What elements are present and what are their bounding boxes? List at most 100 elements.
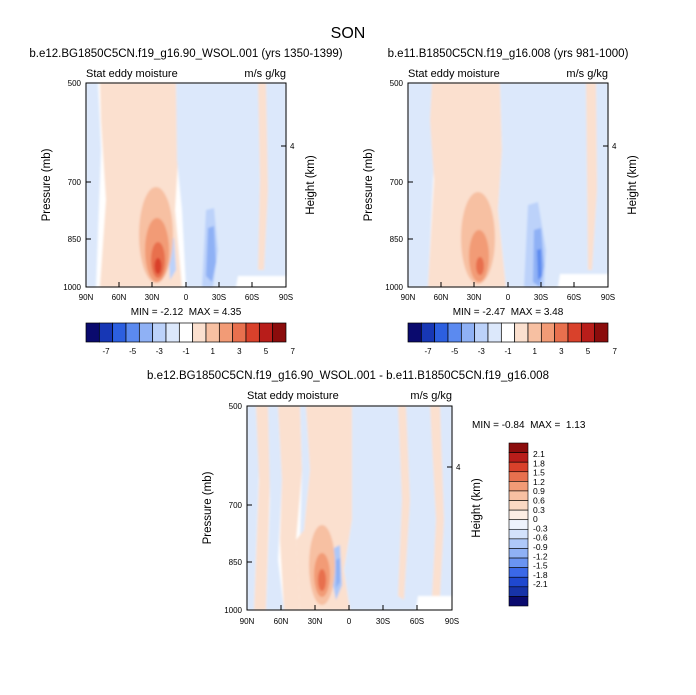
panel-2-anomaly-level-3 — [476, 257, 484, 275]
panel-1-field — [85, 82, 287, 288]
panel-1-xtick-label: 30S — [212, 293, 226, 302]
panel-3-x-ticks: 90N 60N 30N 0 30S 60S 90S — [240, 605, 459, 626]
panel-3-cool-region — [344, 406, 452, 610]
panel-2-warm-strip — [586, 83, 597, 270]
panel-1-xtick-label: 90S — [279, 293, 293, 302]
colorbar-swatch — [447, 322, 462, 343]
colorbar-label: -1 — [504, 347, 512, 356]
colorbar-swatch — [540, 322, 556, 343]
panel-1-ytick-label: 700 — [68, 178, 82, 187]
panel-1-cool-strip — [86, 83, 101, 287]
panel-1-x-ticks: 90N 60N 30N 0 30S 60S 90S — [79, 282, 293, 302]
colorbar-label: -1.8 — [533, 570, 548, 580]
panel-2-y2tick-label: 4 — [612, 142, 617, 151]
colorbar-label: -3 — [478, 347, 486, 356]
panel-3-ytick-label: 700 — [229, 501, 243, 510]
colorbar-label: -1 — [182, 347, 190, 356]
colorbar-label: 1.8 — [533, 458, 545, 468]
colorbar-swatch — [205, 322, 220, 343]
panel-3: b.e12.BG1850C5CN.f19_g16.90_WSOL.001 - b… — [147, 370, 586, 626]
colorbar-top-left: -7 -5 -3 -1 1 3 5 7 — [85, 322, 295, 356]
colorbar-swatch — [508, 452, 529, 463]
colorbar-swatch — [567, 322, 582, 343]
colorbar-swatch — [165, 322, 180, 343]
panel-1-xtick-label: 90N — [79, 293, 94, 302]
panel-3-xtick-label: 0 — [347, 617, 352, 626]
colorbar-label: 5 — [586, 347, 591, 356]
panel-3-ytick-label: 850 — [229, 558, 243, 567]
panel-3-xtick-label: 60N — [274, 617, 289, 626]
colorbar-swatch — [258, 322, 274, 343]
colorbar-swatch — [474, 322, 489, 343]
colorbar-swatch — [508, 442, 529, 453]
colorbar-label: 0 — [533, 514, 538, 524]
colorbar-swatch — [232, 322, 247, 343]
colorbar-label: -2.1 — [533, 579, 548, 589]
panel-3-y2label: Height (km) — [471, 478, 483, 538]
colorbar-cells — [508, 442, 529, 607]
panel-3-ytick-label: 1000 — [224, 606, 242, 615]
colorbar-label: 1.5 — [533, 468, 545, 478]
panel-2-y-ticks: 500 700 850 1000 4 — [385, 79, 617, 292]
colorbar-label: -5 — [451, 347, 459, 356]
colorbar-swatch — [407, 322, 422, 343]
panel-2-xtick-label: 90N — [401, 293, 416, 302]
panel-1-ytick-label: 500 — [68, 79, 82, 88]
colorbar-label: -0.9 — [533, 542, 548, 552]
colorbar-label: 7 — [290, 347, 295, 356]
colorbar-cells — [407, 322, 609, 343]
panel-1-cool-region — [176, 83, 286, 287]
colorbar-swatch — [218, 322, 234, 343]
panel-2-xtick-label: 30N — [467, 293, 482, 302]
panel-3-stats: MIN = -0.84 MAX = 1.13 — [472, 420, 586, 431]
panel-1-stats: MIN = -2.12 MAX = 4.35 — [131, 307, 242, 318]
colorbar-label: 0.9 — [533, 486, 545, 496]
panel-3-warm-band-1 — [254, 406, 270, 610]
panel-2-anomaly-dark-blue — [537, 249, 542, 280]
colorbar-swatch — [527, 322, 542, 343]
panel-3-xtick-label: 60S — [410, 617, 424, 626]
colorbar-swatch — [508, 596, 529, 607]
panel-3-cool-strip — [247, 406, 259, 610]
colorbar-cells — [85, 322, 287, 343]
panel-3-blank-corner — [416, 596, 452, 610]
panel-2-ytick-label: 700 — [390, 178, 404, 187]
colorbar-label: -1.2 — [533, 551, 548, 561]
colorbar-label: -0.6 — [533, 533, 548, 543]
colorbar-label: 1.2 — [533, 477, 545, 487]
figure-title: SON — [331, 25, 366, 42]
panel-1-anomaly-level-4 — [154, 258, 162, 274]
panel-3-y2tick-label: 4 — [456, 463, 461, 472]
panel-2-cool-region — [498, 83, 608, 287]
panel-3-ytick-label: 500 — [229, 402, 243, 411]
colorbar-label: -1.5 — [533, 561, 548, 571]
colorbar-label: 0.6 — [533, 496, 545, 506]
panel-1-y2label: Height (km) — [305, 155, 317, 215]
colorbar-label: 1 — [210, 347, 215, 356]
panel-2: b.e11.B1850C5CN.f19_g16.008 (yrs 981-100… — [363, 48, 639, 356]
colorbar-swatch — [508, 586, 529, 597]
colorbar-diff: 2.1 1.8 1.5 1.2 0.9 0.6 0.3 0 -0.3 -0.6 … — [508, 442, 548, 607]
panel-3-y-ticks: 500 700 850 1000 4 — [224, 402, 461, 615]
colorbar-swatch — [508, 548, 529, 559]
panel-3-left-label: Stat eddy moisture — [247, 390, 339, 402]
colorbar-swatch — [508, 567, 529, 578]
panel-1-anomaly-mid-blue — [206, 226, 216, 282]
colorbar-swatch — [508, 509, 529, 521]
panel-2-ylabel: Pressure (mb) — [363, 148, 375, 221]
panel-1-left-label: Stat eddy moisture — [86, 68, 178, 80]
colorbar-swatch — [508, 557, 529, 568]
panel-1-title: b.e12.BG1850C5CN.f19_g16.90_WSOL.001 (yr… — [29, 48, 342, 60]
colorbar-swatch — [460, 322, 476, 343]
panel-3-ylabel: Pressure (mb) — [202, 471, 214, 544]
panel-3-warm-strip-a — [398, 406, 410, 600]
panel-2-title: b.e11.B1850C5CN.f19_g16.008 (yrs 981-100… — [388, 48, 629, 60]
panel-3-title: b.e12.BG1850C5CN.f19_g16.90_WSOL.001 - b… — [147, 370, 549, 382]
colorbar-labels: 2.1 1.8 1.5 1.2 0.9 0.6 0.3 0 -0.3 -0.6 … — [533, 449, 548, 589]
colorbar-swatch — [508, 538, 529, 549]
panel-3-warm-band-3 — [278, 406, 302, 610]
panel-1-ylabel: Pressure (mb) — [41, 148, 53, 221]
panel-1-blank-corner — [236, 276, 286, 287]
colorbar-swatch — [508, 519, 529, 530]
